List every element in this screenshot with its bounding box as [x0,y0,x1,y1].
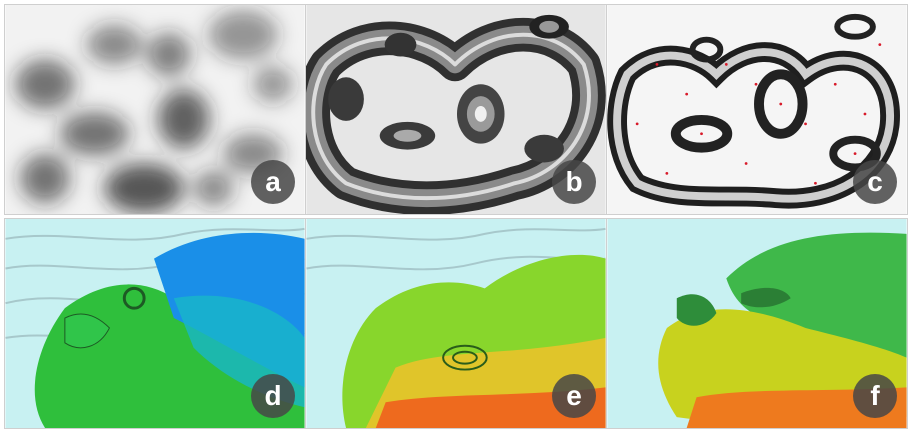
panel-label-b: b [552,160,596,204]
panel-label-f: f [853,374,897,418]
panel-e: e [305,218,607,429]
panel-f-image [607,219,907,428]
panel-label-d: d [251,374,295,418]
panel-f: f [606,218,908,429]
panel-label-e: e [552,374,596,418]
panel-b: b [305,4,607,215]
panel-e-image [306,219,606,428]
panel-c: c [606,4,908,215]
panel-d: d [4,218,306,429]
panel-a-image [5,5,305,214]
panel-label-a: a [251,160,295,204]
panel-label-c: c [853,160,897,204]
panel-a: a [4,4,306,215]
